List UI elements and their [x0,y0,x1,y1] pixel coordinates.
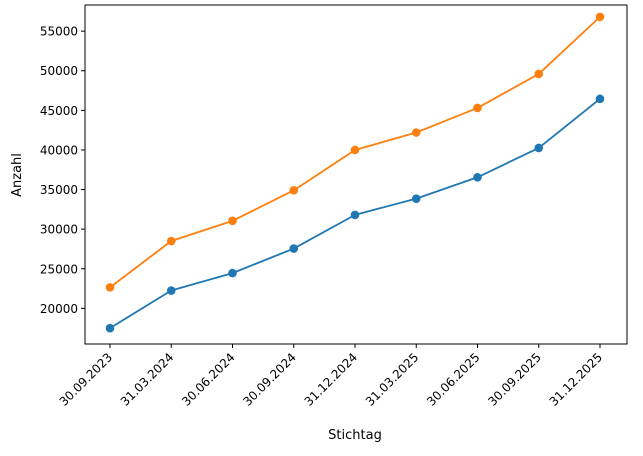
y-axis-label: Anzahl [10,153,25,197]
data-point [411,128,421,137]
data-point [105,323,115,333]
data-point [350,210,360,220]
x-tick-label: 30.09.2025 [485,350,543,408]
data-point [411,194,421,203]
data-point [350,145,360,155]
data-point [595,12,605,22]
data-point [228,268,237,278]
y-tick-label: 55000 [40,25,78,39]
series-layer [105,12,605,333]
y-tick-label: 35000 [40,183,78,197]
data-point [289,186,299,195]
data-point [473,172,482,182]
data-point [534,69,544,79]
data-point [289,244,299,253]
y-axis-ticks: 20000 25000 30000 35000 40000 45000 50000 55000 [40,25,85,316]
plot-area-background [85,5,627,344]
y-tick-label: 25000 [40,262,78,276]
data-point [228,216,237,226]
data-point [534,143,544,153]
x-tick-label: 30.09.2024 [240,350,298,408]
x-tick-label: 31.03.2024 [118,350,176,408]
y-tick-label: 30000 [40,223,78,237]
x-tick-label: 30.09.2023 [57,350,115,408]
y-tick-label: 40000 [40,143,78,157]
x-tick-label: 30.06.2024 [179,350,237,408]
x-tick-label: 30.06.2025 [424,350,482,408]
x-tick-label: 31.03.2025 [363,350,421,408]
data-point [166,286,176,295]
data-point [166,236,176,246]
x-axis-ticks: 30.09.2023 31.03.2024 30.06.2024 30.09.2024… [57,344,605,409]
data-point [595,94,605,104]
x-tick-label: 31.12.2024 [302,350,360,408]
x-tick-label: 31.12.2025 [547,350,605,408]
data-point [105,283,115,292]
y-tick-label: 45000 [40,104,78,118]
y-tick-label: 20000 [40,302,78,316]
y-tick-label: 50000 [40,64,78,78]
plot-frame [84,4,628,345]
data-point [473,103,482,113]
x-axis-label: Stichtag [328,428,382,443]
series-1 [105,94,605,333]
series-2 [105,12,605,292]
